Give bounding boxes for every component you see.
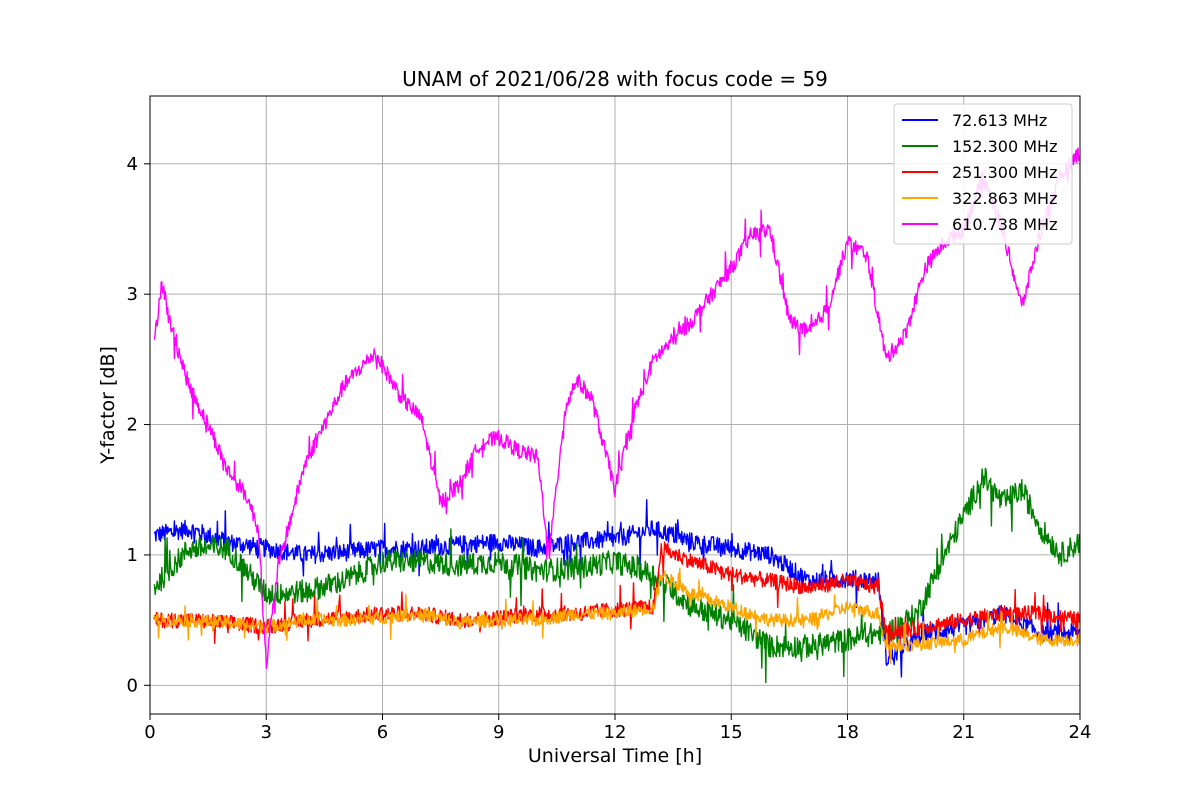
x-tick-label: 15	[720, 722, 743, 743]
y-tick-label: 1	[127, 545, 138, 566]
plot-area	[153, 147, 1080, 684]
x-tick-label: 3	[261, 722, 272, 743]
chart-title: UNAM of 2021/06/28 with focus code = 59	[402, 67, 828, 91]
x-tick-label: 6	[377, 722, 388, 743]
series-line-1	[153, 467, 1080, 684]
legend-label-0: 72.613 MHz	[952, 111, 1047, 130]
legend-label-2: 251.300 MHz	[952, 163, 1057, 182]
series-line-3	[153, 567, 1080, 665]
x-tick-label: 12	[604, 722, 627, 743]
y-tick-label: 0	[127, 675, 138, 696]
series-line-0	[153, 499, 1080, 678]
y-tick-label: 3	[127, 284, 138, 305]
y-tick-label: 2	[127, 415, 138, 436]
legend-label-4: 610.738 MHz	[952, 215, 1057, 234]
x-tick-label: 0	[144, 722, 155, 743]
legend: 72.613 MHz 152.300 MHz 251.300 MHz 322.863 …	[893, 103, 1073, 245]
legend-label-1: 152.300 MHz	[952, 137, 1057, 156]
legend-box	[893, 103, 1073, 245]
series-line-4	[153, 147, 1080, 670]
x-tick-label: 24	[1069, 722, 1092, 743]
x-axis-title: Universal Time [h]	[528, 745, 702, 767]
y-tick-label: 4	[127, 154, 138, 175]
x-tick-label: 9	[493, 722, 504, 743]
x-tick-label: 18	[836, 722, 859, 743]
legend-label-3: 322.863 MHz	[952, 189, 1057, 208]
y-axis-title: Y-factor [dB]	[97, 346, 119, 465]
series-line-2	[153, 541, 1080, 659]
x-tick-label: 21	[952, 722, 975, 743]
